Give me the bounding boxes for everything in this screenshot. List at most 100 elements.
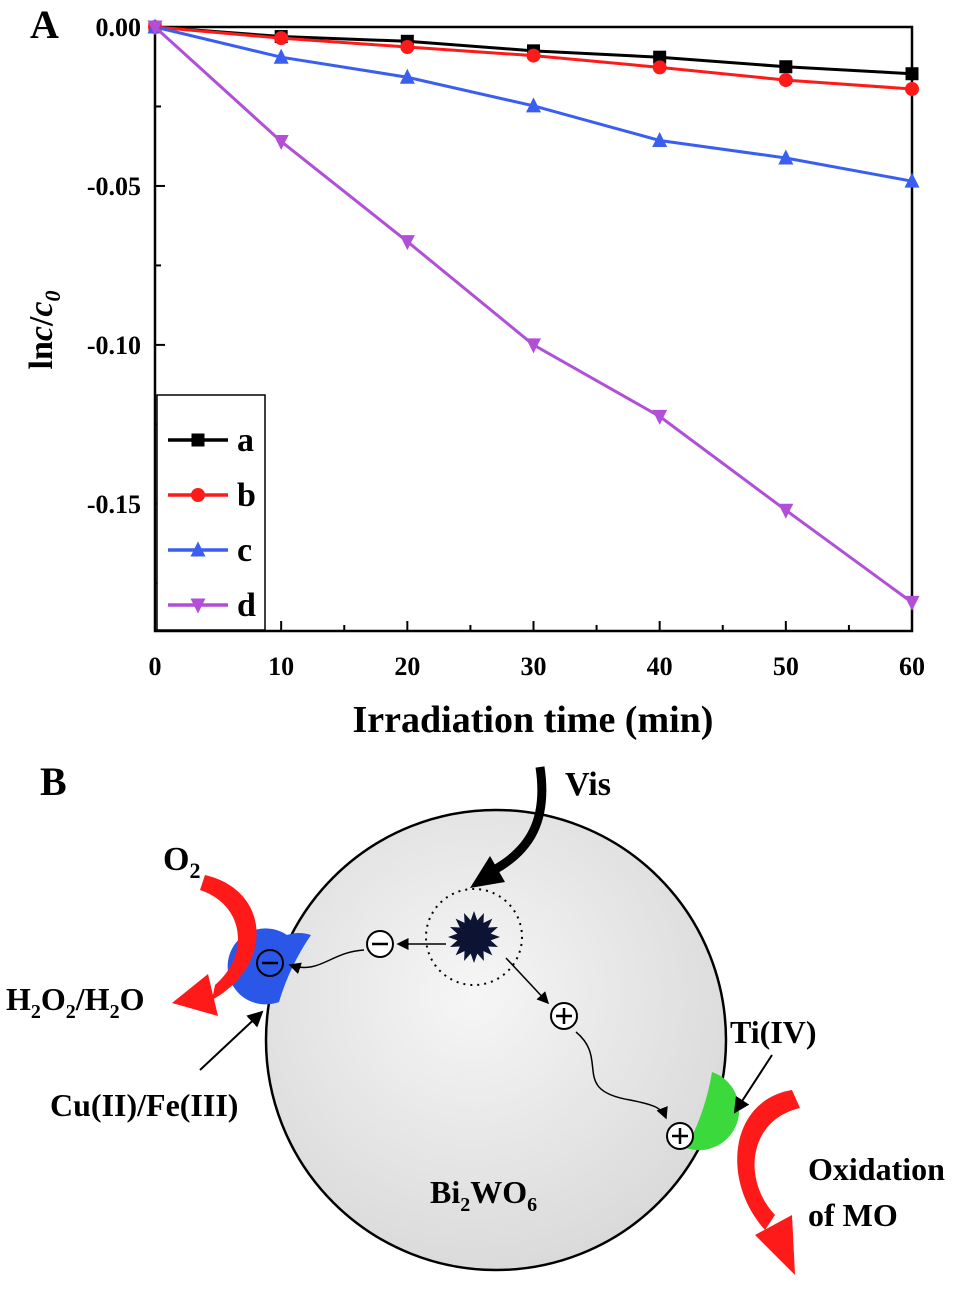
oxidation-label-line2: of MO [808,1197,898,1233]
legend-item-d: d [168,587,256,624]
cu-fe-pointer [199,1010,264,1071]
vis-light-arrow [491,766,547,874]
x-tick-label: 60 [899,652,925,681]
bi2wo6-part-2: 2 [460,1194,470,1216]
bi2wo6-particle [264,808,728,1272]
data-point [779,60,793,74]
data-point [652,60,667,75]
reduction-arrow-icon [200,875,257,1000]
oxidation-label-line1: Oxidation [808,1151,945,1187]
h2o2-part-h: H [6,981,31,1017]
x-tick-label: 30 [521,652,547,681]
data-point [273,134,289,150]
y-axis-label: lnc/c0 [23,291,65,370]
series-b [148,20,919,96]
oxidation-arrow-icon [737,1090,800,1230]
hole-to-site-path [575,1031,668,1120]
data-point [905,81,919,96]
h2o2-label: H2O2/H2O [6,981,144,1023]
data-point [147,20,163,36]
data-point [400,40,415,55]
data-point [399,68,415,84]
y-label-ln: ln [23,341,60,369]
y-tick-label: -0.10 [87,331,141,360]
data-point [652,131,668,147]
legend-label: b [237,477,256,514]
panel-b: B Vis [6,759,945,1275]
legend-box [156,394,266,631]
o2-label: O2 [163,841,200,883]
data-point [652,409,668,425]
h2o2-part-2b: 2 [66,1001,76,1023]
x-tick-label: 10 [268,652,294,681]
series-layer [147,18,920,611]
x-tick-label: 20 [394,652,420,681]
y-label-sub: 0 [40,291,65,302]
electron-to-site-path [288,949,365,975]
x-tick-label: 0 [149,652,162,681]
data-point [653,50,667,64]
data-point [904,595,920,611]
y-tick-label: -0.05 [87,172,141,201]
y-tick-label: -0.15 [87,490,141,519]
legend-item-c: c [168,532,252,569]
bi2wo6-part-wo: WO [470,1174,527,1210]
data-point [905,67,919,81]
data-point [274,31,289,46]
legend-label: d [237,587,256,624]
panel-a-label: A [30,2,59,47]
hole-transfer-arrow [505,957,550,1005]
data-point [399,235,415,251]
panel-b-label: B [40,759,67,804]
bi2wo6-label: Bi2WO6 [430,1174,537,1216]
x-axis-label: Irradiation time (min) [353,699,714,741]
series-d [147,20,920,611]
legend-label: a [237,422,254,459]
legend-marker [190,541,206,557]
data-point [273,48,289,64]
y-label-c: c [23,326,60,341]
y-tick-label: 0.00 [96,13,142,42]
plot-frame [153,25,914,633]
reduction-arrowhead-icon [172,974,218,1016]
o2-main: O [163,841,189,878]
legend-item-b: b [168,477,256,514]
y-label-slash: / [23,316,60,327]
vis-label: Vis [565,766,611,803]
o2-sub: 2 [189,858,200,883]
series-c [147,18,920,188]
h2o2-part-2c: 2 [110,1001,120,1023]
h2o2-part-o: O [41,981,66,1017]
oxidation-arrowhead-icon [755,1215,795,1275]
x-axis: 0 10 20 30 40 50 60 [149,621,925,681]
y-label-c0: c [23,302,60,317]
legend-label: c [237,532,252,569]
ti-site [686,1072,740,1151]
h2o2-part-slash-h: /H [75,981,110,1017]
bi2wo6-part-6: 6 [527,1194,537,1216]
y-axis: 0.00 -0.05 -0.10 -0.15 [87,13,165,585]
legend-item-a: a [168,422,254,459]
data-point [526,48,541,63]
legend-marker [191,433,205,447]
panel-a: A 0.00-0.05-0.10-0.15 0 10 20 30 40 50 60 lnc/… [23,2,925,741]
ti-label: Ti(IV) [730,1014,817,1050]
excitation-zone [425,888,523,986]
vis-arrowhead-icon [470,856,505,888]
excitation-star-icon [448,911,500,963]
bi2wo6-part-bi: Bi [430,1174,460,1210]
data-point [778,149,794,165]
h2o2-part-o2: O [120,981,145,1017]
data-point [526,338,541,354]
data-point [778,73,793,88]
cu-fe-label: Cu(II)/Fe(III) [50,1087,238,1123]
x-tick-label: 40 [647,652,673,681]
ti-pointer [733,1054,773,1114]
series-line [153,25,913,604]
h2o2-part-2a: 2 [31,1001,41,1023]
data-point [778,503,794,519]
data-point [904,172,920,188]
